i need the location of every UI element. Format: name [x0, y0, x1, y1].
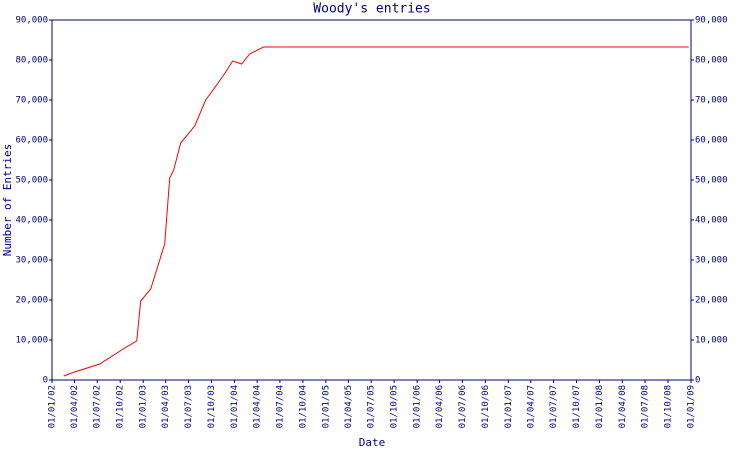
x-tick-label: 01/07/05 [367, 385, 377, 428]
x-tick-label: 01/07/08 [641, 385, 651, 428]
x-tick-label: 01/10/08 [664, 385, 674, 428]
y2-tick-label: 90,000 [695, 16, 728, 26]
y-tick-label: 60,000 [15, 136, 48, 146]
y2-tick-label: 40,000 [695, 216, 728, 226]
x-tick-label: 01/01/07 [504, 385, 514, 428]
plot-frame [51, 19, 692, 381]
y-axis-label: Number of Entries [1, 144, 14, 257]
y-tick-label: 30,000 [15, 256, 48, 266]
y2-tick-label: 50,000 [695, 176, 728, 186]
y2-tick-label: 80,000 [695, 56, 728, 66]
y-tick-label: 0 [43, 376, 48, 386]
x-axis-label: Date [359, 436, 386, 449]
y-tick-label: 90,000 [15, 16, 48, 26]
y-tick-label: 40,000 [15, 216, 48, 226]
y2-tick-label: 10,000 [695, 336, 728, 346]
x-tick-label: 01/04/02 [70, 385, 80, 428]
x-tick-label: 01/04/05 [344, 385, 354, 428]
x-tick-label: 01/01/08 [595, 385, 605, 428]
y-tick-label: 20,000 [15, 296, 48, 306]
x-tick-label: 01/10/05 [390, 385, 400, 428]
x-tick-label: 01/04/06 [435, 385, 445, 428]
x-tick-label: 01/10/02 [116, 385, 126, 428]
x-tick-label: 01/04/08 [618, 385, 628, 428]
x-tick-label: 01/01/02 [48, 385, 58, 428]
y2-tick-label: 20,000 [695, 296, 728, 306]
x-tick-label: 01/01/09 [687, 385, 697, 428]
y2-tick-label: 0 [695, 376, 700, 386]
x-tick-label: 01/01/03 [139, 385, 149, 428]
x-tick-label: 01/07/02 [93, 385, 103, 428]
y-tick-label: 80,000 [15, 56, 48, 66]
y-tick-label: 10,000 [15, 336, 48, 346]
y2-tick-label: 60,000 [695, 136, 728, 146]
chart-title: Woody's entries [313, 2, 430, 17]
x-tick-label: 01/07/03 [184, 385, 194, 428]
y-tick-label: 70,000 [15, 96, 48, 106]
x-tick-label: 01/01/06 [413, 385, 423, 428]
x-tick-label: 01/07/06 [458, 385, 468, 428]
x-tick-label: 01/04/04 [253, 385, 263, 428]
y2-tick-label: 70,000 [695, 96, 728, 106]
data-line [63, 46, 689, 377]
x-tick-label: 01/01/05 [321, 385, 331, 428]
x-tick-label: 01/10/04 [298, 385, 308, 428]
x-tick-label: 01/07/04 [275, 385, 285, 428]
y-tick-label: 50,000 [15, 176, 48, 186]
x-tick-label: 01/04/03 [161, 385, 171, 428]
x-tick-label: 01/10/03 [207, 385, 217, 428]
x-tick-label: 01/04/07 [526, 385, 536, 428]
x-tick-label: 01/10/07 [572, 385, 582, 428]
y2-tick-label: 30,000 [695, 256, 728, 266]
x-tick-label: 01/01/04 [230, 385, 240, 428]
x-tick-label: 01/10/06 [481, 385, 491, 428]
x-tick-label: 01/07/07 [549, 385, 559, 428]
